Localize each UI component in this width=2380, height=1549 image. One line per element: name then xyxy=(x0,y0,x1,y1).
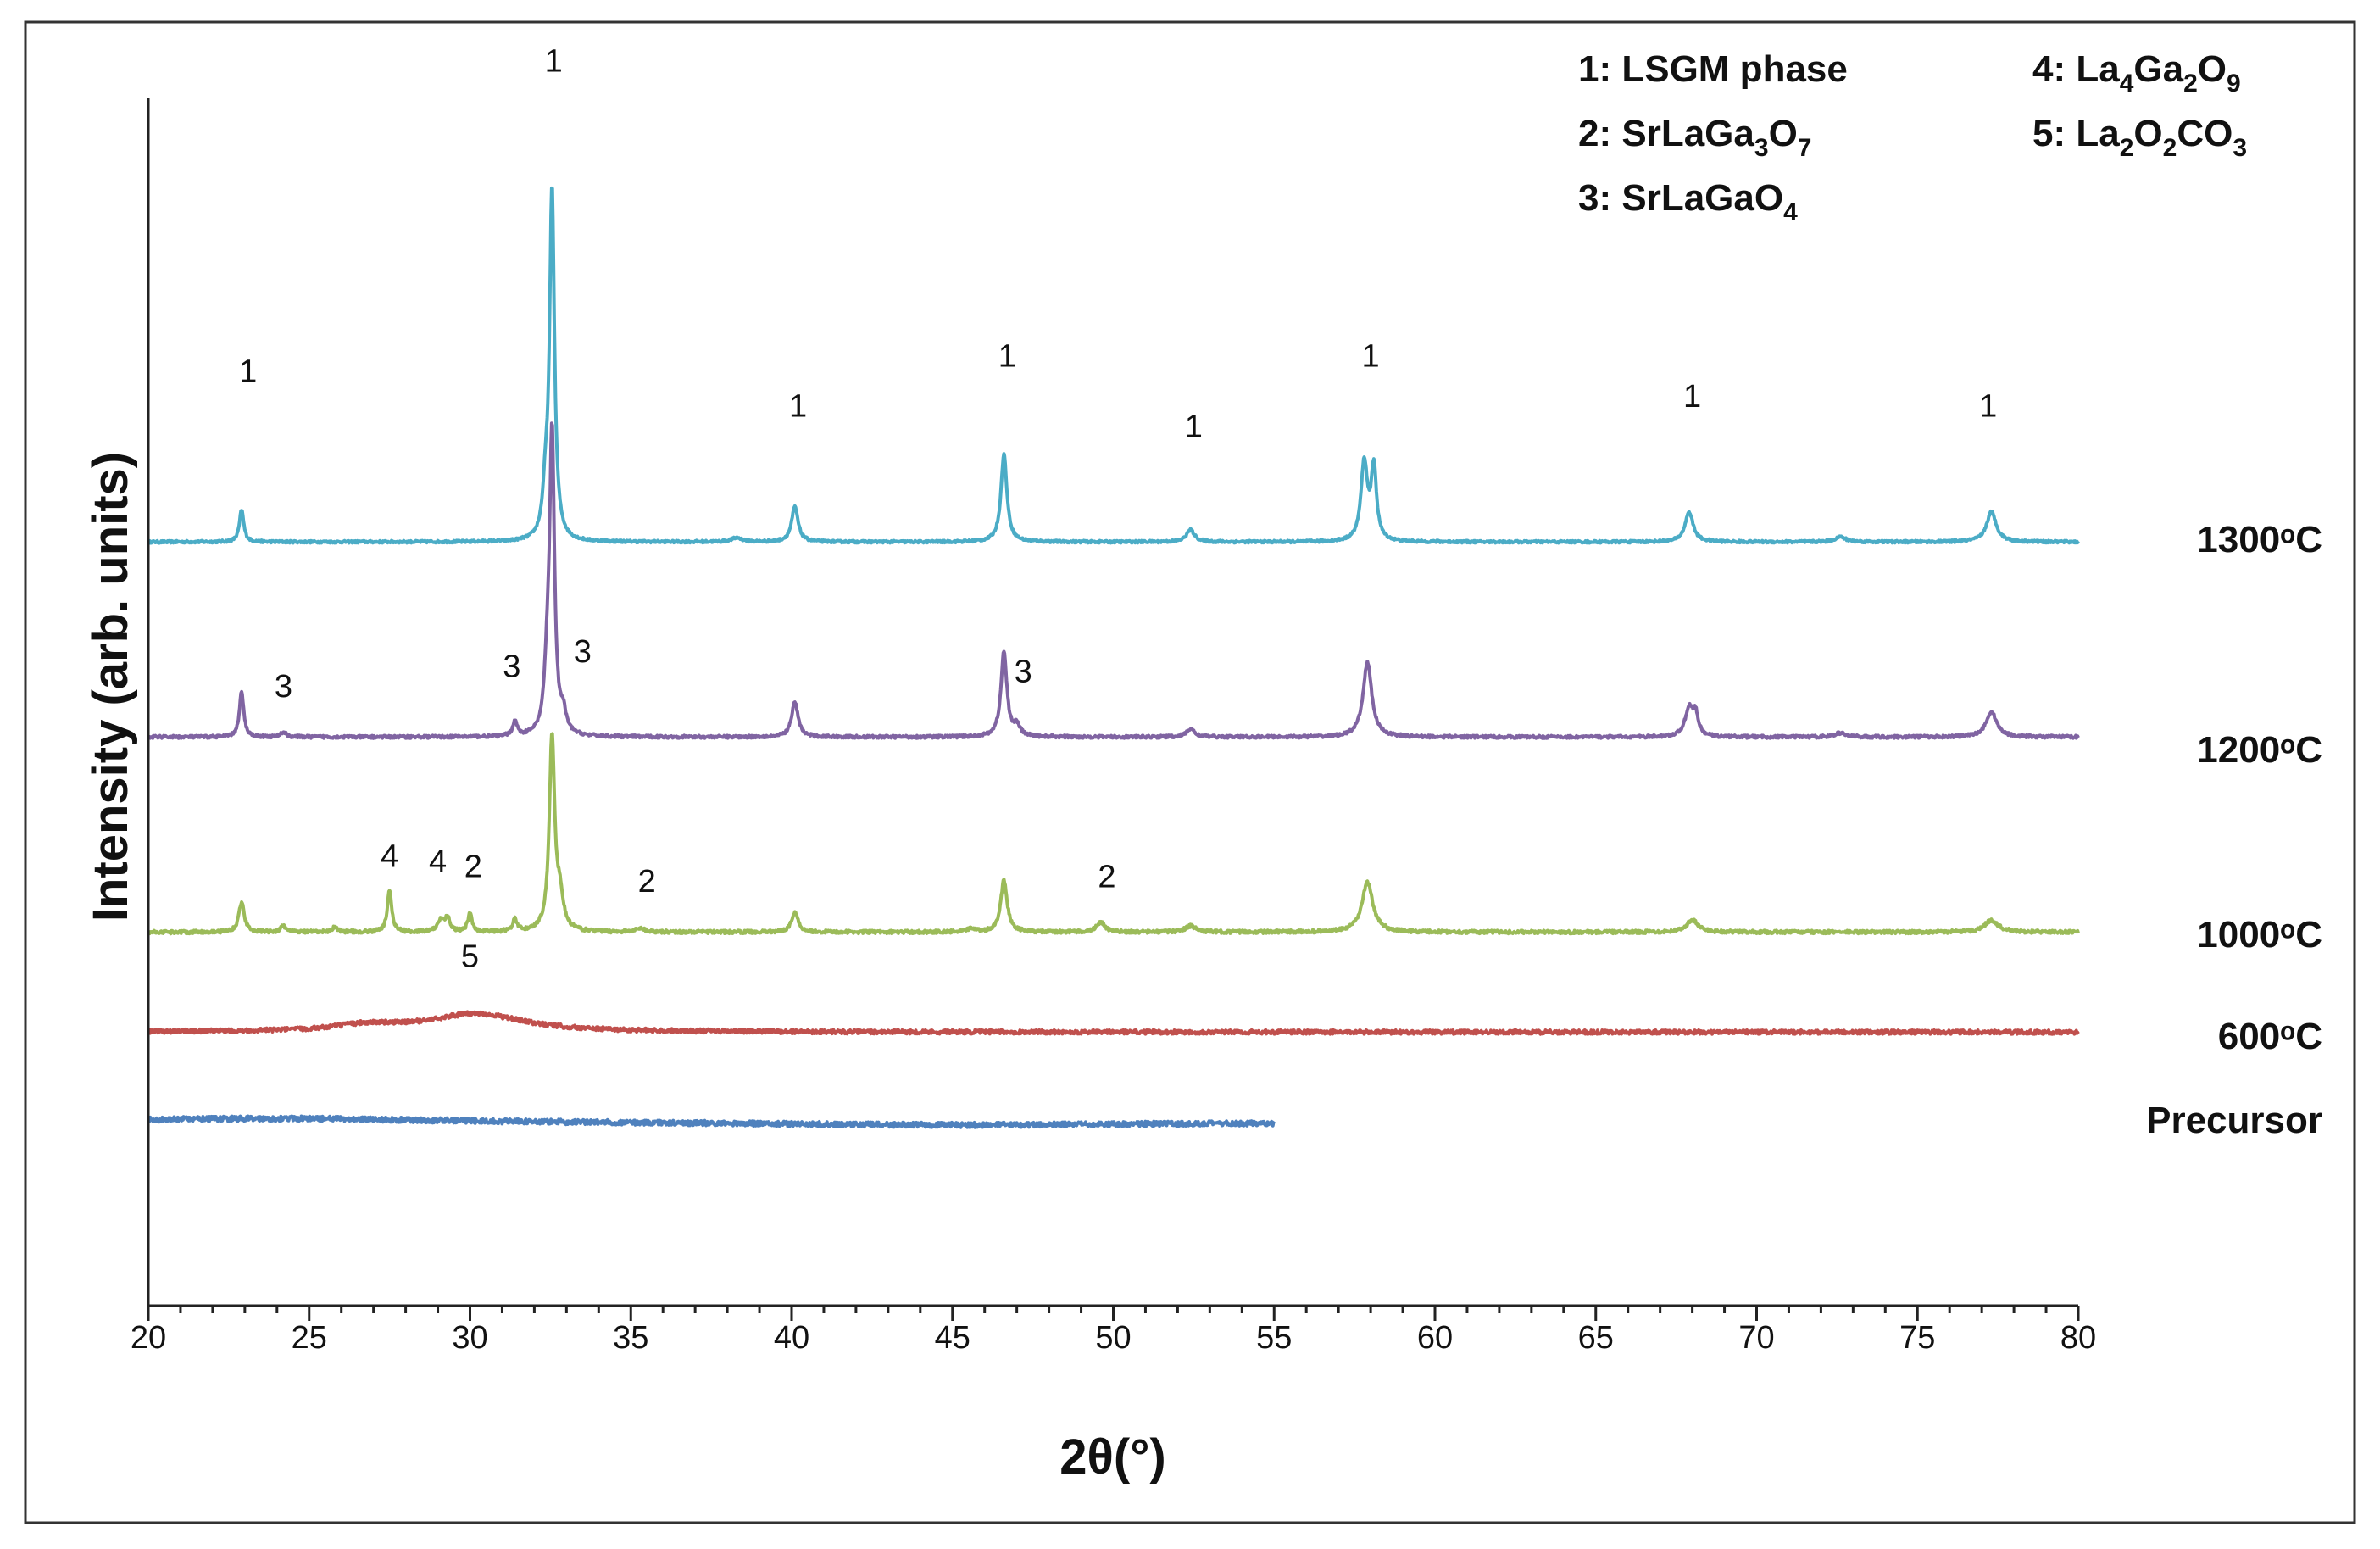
x-tick-label: 35 xyxy=(613,1320,648,1356)
x-axis-title: 2θ(°) xyxy=(1059,1429,1165,1485)
figure-frame xyxy=(24,20,2356,1524)
x-tick-label: 80 xyxy=(2060,1320,2096,1356)
peak-annotation: 4 xyxy=(381,839,398,875)
x-tick-label: 75 xyxy=(1899,1320,1935,1356)
series-label: 1200ᵒC xyxy=(2197,729,2322,771)
x-tick-label: 65 xyxy=(1578,1320,1614,1356)
x-tick-label: 20 xyxy=(131,1320,166,1356)
x-tick-label: 25 xyxy=(292,1320,327,1356)
peak-annotation: 2 xyxy=(638,864,656,900)
series-label: 1300ᵒC xyxy=(2197,519,2322,560)
series-label: Precursor xyxy=(2146,1100,2322,1141)
series-line-600-c xyxy=(147,1010,2080,1036)
series-line-1000-c xyxy=(147,732,2080,936)
x-tick-label: 50 xyxy=(1095,1320,1131,1356)
x-tick-label: 55 xyxy=(1256,1320,1292,1356)
peak-annotation: 3 xyxy=(275,669,292,705)
legend-entry: 1: LSGM phase xyxy=(1578,48,1848,90)
series-label: 1000ᵒC xyxy=(2197,914,2322,956)
peak-annotation: 1 xyxy=(998,339,1016,375)
y-axis-title: Intensity (arb. units) xyxy=(83,452,138,922)
peak-annotation: 1 xyxy=(1362,339,1380,375)
peak-annotation: 2 xyxy=(464,850,482,885)
phase-legend: 1: LSGM phase 2: SrLaGa3​O7​ 3: SrLaGaO4​ 4… xyxy=(1578,48,2247,226)
peak-annotation: 1 xyxy=(789,389,807,425)
peak-annotation: 3 xyxy=(1015,654,1032,689)
legend-entry: 5: La2​O2​CO3​ xyxy=(2032,113,2247,162)
x-tick-label: 45 xyxy=(935,1320,970,1356)
peak-annotation: 4 xyxy=(429,844,447,880)
legend-entry: 3: SrLaGaO4​ xyxy=(1578,177,1798,226)
peak-annotation: 2 xyxy=(1098,859,1115,894)
peak-annotation: 1 xyxy=(239,354,257,389)
peak-annotation: 1 xyxy=(1979,389,1997,425)
series-label: 600ᵒC xyxy=(2218,1016,2322,1057)
peak-annotation: 1 xyxy=(1185,409,1203,444)
x-tick-label: 60 xyxy=(1417,1320,1453,1356)
x-tick-label: 40 xyxy=(774,1320,809,1356)
peak-annotation: 5 xyxy=(461,939,479,975)
x-tick-label: 30 xyxy=(452,1320,487,1356)
series-layer xyxy=(147,186,2080,1129)
x-tick-label: 70 xyxy=(1738,1320,1774,1356)
peak-annotation: 3 xyxy=(503,649,520,685)
series-labels: 1300ᵒC 1200ᵒC 1000ᵒC 600ᵒC Precursor xyxy=(2146,519,2322,1141)
legend-entry: 2: SrLaGa3​O7​ xyxy=(1578,113,1811,162)
peak-annotation: 1 xyxy=(545,44,563,80)
series-line-precursor xyxy=(147,1114,1276,1129)
legend-entry: 4: La4​Ga2​O9​ xyxy=(2032,48,2241,98)
series-line-1200-c xyxy=(147,421,2080,740)
peak-annotation: 1 xyxy=(1683,379,1701,415)
x-ticks: 20 25 30 35 40 45 50 55 60 65 70 75 80 xyxy=(131,1306,2096,1356)
series-line-1300-c xyxy=(147,186,2080,545)
peak-annotation: 3 xyxy=(574,634,592,670)
